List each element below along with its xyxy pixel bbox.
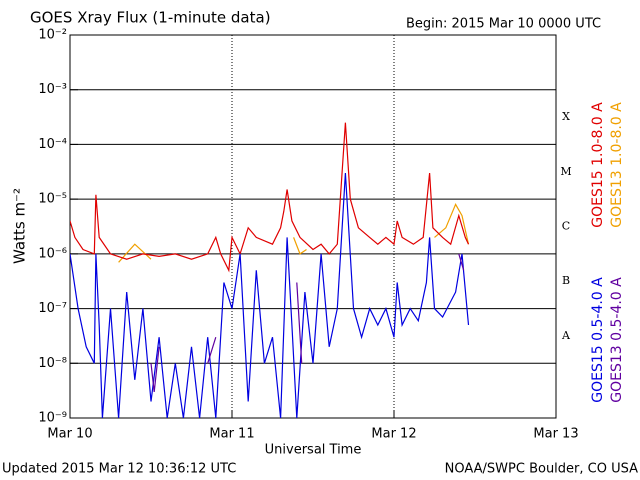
x-tick-label: Mar 12 [371, 427, 416, 442]
y-tick-label: 10⁻⁸ [38, 356, 67, 371]
legend-entry: GOES13 1.0-8.0 A [609, 102, 625, 228]
legend-entry: GOES15 1.0-8.0 A [590, 102, 606, 228]
x-tick-label: Mar 13 [533, 427, 578, 442]
y-tick-label: 10⁻⁶ [38, 246, 67, 261]
y-tick-label: 10⁻² [38, 28, 67, 43]
legend-entry: GOES13 0.5-4.0 A [609, 277, 625, 403]
series-line [70, 122, 470, 273]
y-tick-label: 10⁻⁵ [38, 192, 67, 207]
plot-frame [69, 34, 557, 419]
class-label: M [560, 165, 571, 178]
y-tick-label: 10⁻³ [38, 82, 67, 97]
y-tick-label: 10⁻⁴ [38, 137, 67, 152]
y-tick-label: 10⁻⁷ [38, 301, 67, 316]
x-tick-label: Mar 10 [47, 427, 92, 442]
class-label: C [562, 220, 570, 233]
class-label: A [561, 329, 571, 342]
y-axis-label: Watts m⁻² [11, 188, 29, 264]
x-tick-label: Mar 11 [209, 427, 254, 442]
x-axis-label: Universal Time [265, 443, 362, 458]
class-label: X [562, 110, 570, 123]
footer-right: NOAA/SWPC Boulder, CO USA [445, 462, 638, 477]
series-line [150, 253, 465, 392]
y-tick-label: 10⁻⁹ [38, 411, 67, 426]
series-line [70, 172, 470, 418]
chart-title: GOES Xray Flux (1-minute data) [30, 9, 271, 27]
chart-subtitle: Begin: 2015 Mar 10 0000 UTC [406, 17, 601, 32]
legend-entry: GOES15 0.5-4.0 A [590, 277, 606, 403]
class-label: B [562, 274, 570, 287]
footer-left: Updated 2015 Mar 12 10:36:12 UTC [2, 462, 236, 477]
